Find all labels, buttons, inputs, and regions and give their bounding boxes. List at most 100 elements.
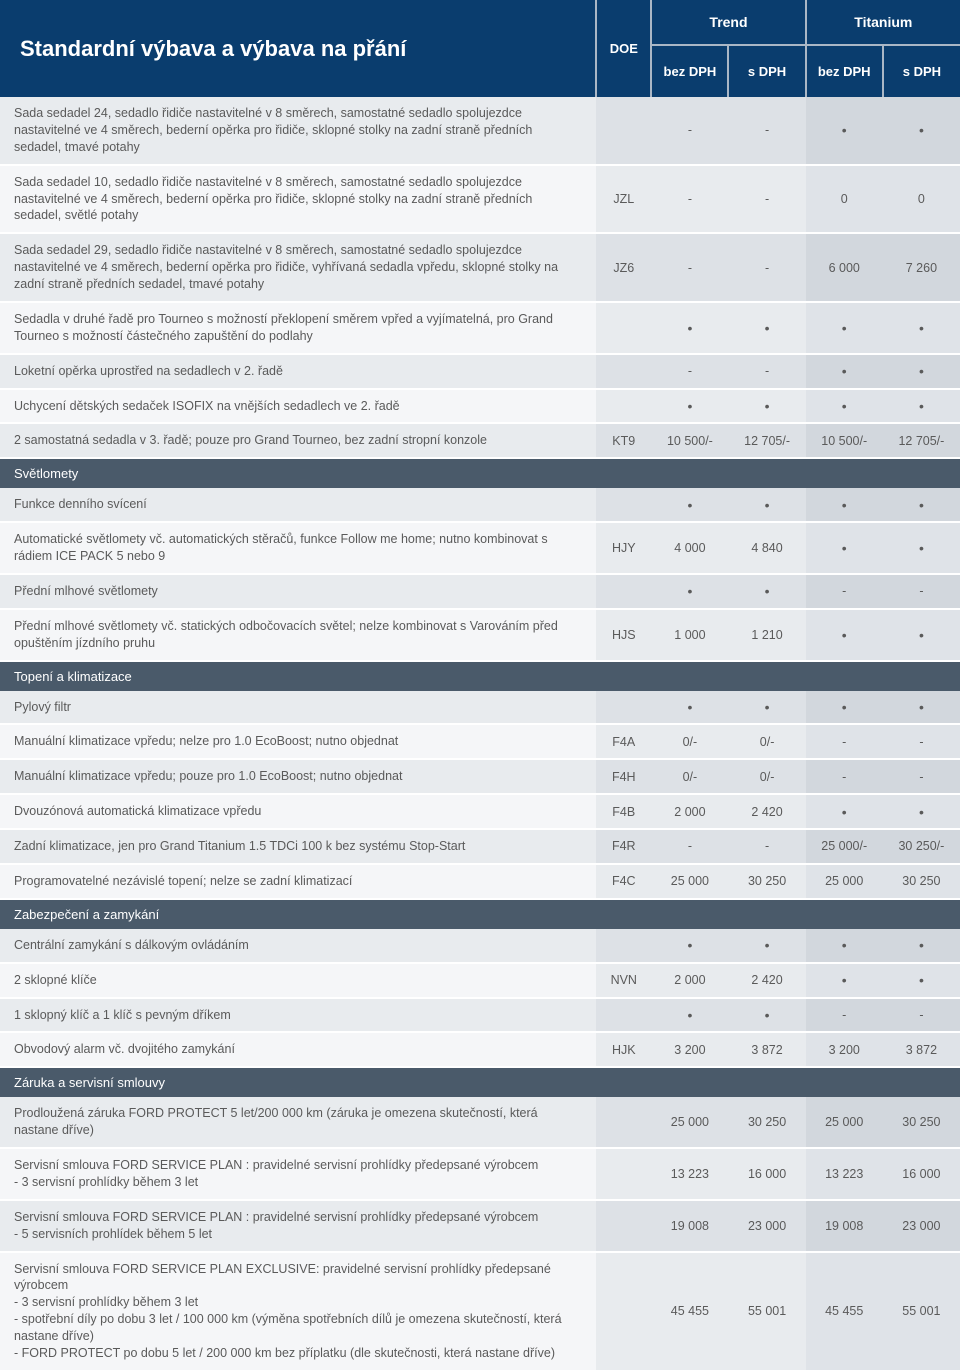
row-doe xyxy=(596,389,651,424)
row-value xyxy=(651,488,728,522)
row-value: 13 223 xyxy=(806,1148,883,1200)
table-body: Sada sedadel 24, sedadlo řidiče nastavit… xyxy=(0,97,960,1371)
row-value: 2 420 xyxy=(728,963,805,998)
standard-dot-icon xyxy=(687,585,692,599)
standard-dot-icon xyxy=(687,939,692,953)
section-label: Záruka a servisní smlouvy xyxy=(0,1067,960,1097)
row-value: 3 200 xyxy=(806,1032,883,1067)
row-value: 1 210 xyxy=(728,609,805,661)
equipment-table: Standardní výbava a výbava na přání DOE … xyxy=(0,0,960,1372)
row-value xyxy=(883,691,960,725)
table-row: Loketní opěrka uprostřed na sedadlech v … xyxy=(0,354,960,389)
header-title: Standardní výbava a výbava na přání xyxy=(0,0,596,97)
row-value xyxy=(883,354,960,389)
row-value xyxy=(806,488,883,522)
row-doe: NVN xyxy=(596,963,651,998)
row-value: 4 840 xyxy=(728,522,805,574)
standard-dot-icon xyxy=(687,1009,692,1023)
row-value: 12 705/- xyxy=(728,423,805,458)
row-doe: KT9 xyxy=(596,423,651,458)
row-description: Servisní smlouva FORD SERVICE PLAN EXCLU… xyxy=(0,1252,596,1371)
row-value: 55 001 xyxy=(883,1252,960,1371)
row-value: 7 260 xyxy=(883,233,960,302)
standard-dot-icon xyxy=(919,974,924,988)
row-value xyxy=(651,929,728,963)
row-description: Pylový filtr xyxy=(0,691,596,725)
row-doe: F4A xyxy=(596,724,651,759)
standard-dot-icon xyxy=(842,939,847,953)
row-value xyxy=(728,691,805,725)
row-value xyxy=(651,574,728,609)
row-doe: F4H xyxy=(596,759,651,794)
row-value xyxy=(883,609,960,661)
row-value: 23 000 xyxy=(728,1200,805,1252)
row-value: 25 000 xyxy=(806,864,883,899)
row-value: - xyxy=(883,759,960,794)
row-value: - xyxy=(806,724,883,759)
row-value xyxy=(728,488,805,522)
table-row: Sada sedadel 24, sedadlo řidiče nastavit… xyxy=(0,97,960,165)
standard-dot-icon xyxy=(842,124,847,138)
standard-dot-icon xyxy=(919,542,924,556)
header-sub-sDPH-2: s DPH xyxy=(883,45,960,97)
row-description: Obvodový alarm vč. dvojitého zamykání xyxy=(0,1032,596,1067)
row-value: - xyxy=(883,574,960,609)
standard-dot-icon xyxy=(842,629,847,643)
row-value: 30 250/- xyxy=(883,829,960,864)
table-row: Prodloužená záruka FORD PROTECT 5 let/20… xyxy=(0,1097,960,1148)
table-row: Programovatelné nezávislé topení; nelze … xyxy=(0,864,960,899)
row-value: - xyxy=(728,165,805,234)
standard-dot-icon xyxy=(687,499,692,513)
row-doe: JZL xyxy=(596,165,651,234)
standard-dot-icon xyxy=(842,701,847,715)
row-description: Sada sedadel 29, sedadlo řidiče nastavit… xyxy=(0,233,596,302)
row-value xyxy=(883,522,960,574)
row-doe: F4R xyxy=(596,829,651,864)
table-row: 1 sklopný klíč a 1 klíč s pevným dříkem -… xyxy=(0,998,960,1033)
header-group-trend: Trend xyxy=(651,0,805,45)
row-doe xyxy=(596,1097,651,1148)
row-value xyxy=(728,302,805,354)
standard-dot-icon xyxy=(919,322,924,336)
standard-dot-icon xyxy=(842,499,847,513)
row-value: 2 420 xyxy=(728,794,805,829)
header-sub-sDPH-1: s DPH xyxy=(728,45,805,97)
row-value: 45 455 xyxy=(651,1252,728,1371)
row-value xyxy=(651,389,728,424)
row-description: 1 sklopný klíč a 1 klíč s pevným dříkem xyxy=(0,998,596,1033)
row-value xyxy=(806,389,883,424)
row-doe xyxy=(596,488,651,522)
standard-dot-icon xyxy=(765,1009,770,1023)
standard-dot-icon xyxy=(765,585,770,599)
row-value xyxy=(728,998,805,1033)
row-value xyxy=(728,929,805,963)
row-doe: HJY xyxy=(596,522,651,574)
row-doe: F4C xyxy=(596,864,651,899)
standard-dot-icon xyxy=(687,400,692,414)
row-value: 30 250 xyxy=(728,864,805,899)
header-doe: DOE xyxy=(596,0,651,97)
row-value xyxy=(806,609,883,661)
row-value: 16 000 xyxy=(728,1148,805,1200)
section-row: Zabezpečení a zamykání xyxy=(0,899,960,929)
row-value xyxy=(806,97,883,165)
row-value: 3 872 xyxy=(883,1032,960,1067)
row-description: Funkce denního svícení xyxy=(0,488,596,522)
table-row: Přední mlhové světlomety vč. statických … xyxy=(0,609,960,661)
section-row: Topení a klimatizace xyxy=(0,661,960,691)
row-value xyxy=(651,998,728,1033)
row-value: 25 000 xyxy=(806,1097,883,1148)
row-value: - xyxy=(883,998,960,1033)
row-description: Dvouzónová automatická klimatizace vpřed… xyxy=(0,794,596,829)
standard-dot-icon xyxy=(687,701,692,715)
row-description: Servisní smlouva FORD SERVICE PLAN : pra… xyxy=(0,1200,596,1252)
row-value: 0 xyxy=(806,165,883,234)
row-description: 2 samostatná sedadla v 3. řadě; pouze pr… xyxy=(0,423,596,458)
table-row: Dvouzónová automatická klimatizace vpřed… xyxy=(0,794,960,829)
table-row: Servisní smlouva FORD SERVICE PLAN : pra… xyxy=(0,1148,960,1200)
row-value: 2 000 xyxy=(651,794,728,829)
row-value: 10 500/- xyxy=(806,423,883,458)
row-doe: HJS xyxy=(596,609,651,661)
standard-dot-icon xyxy=(919,365,924,379)
row-description: Servisní smlouva FORD SERVICE PLAN : pra… xyxy=(0,1148,596,1200)
